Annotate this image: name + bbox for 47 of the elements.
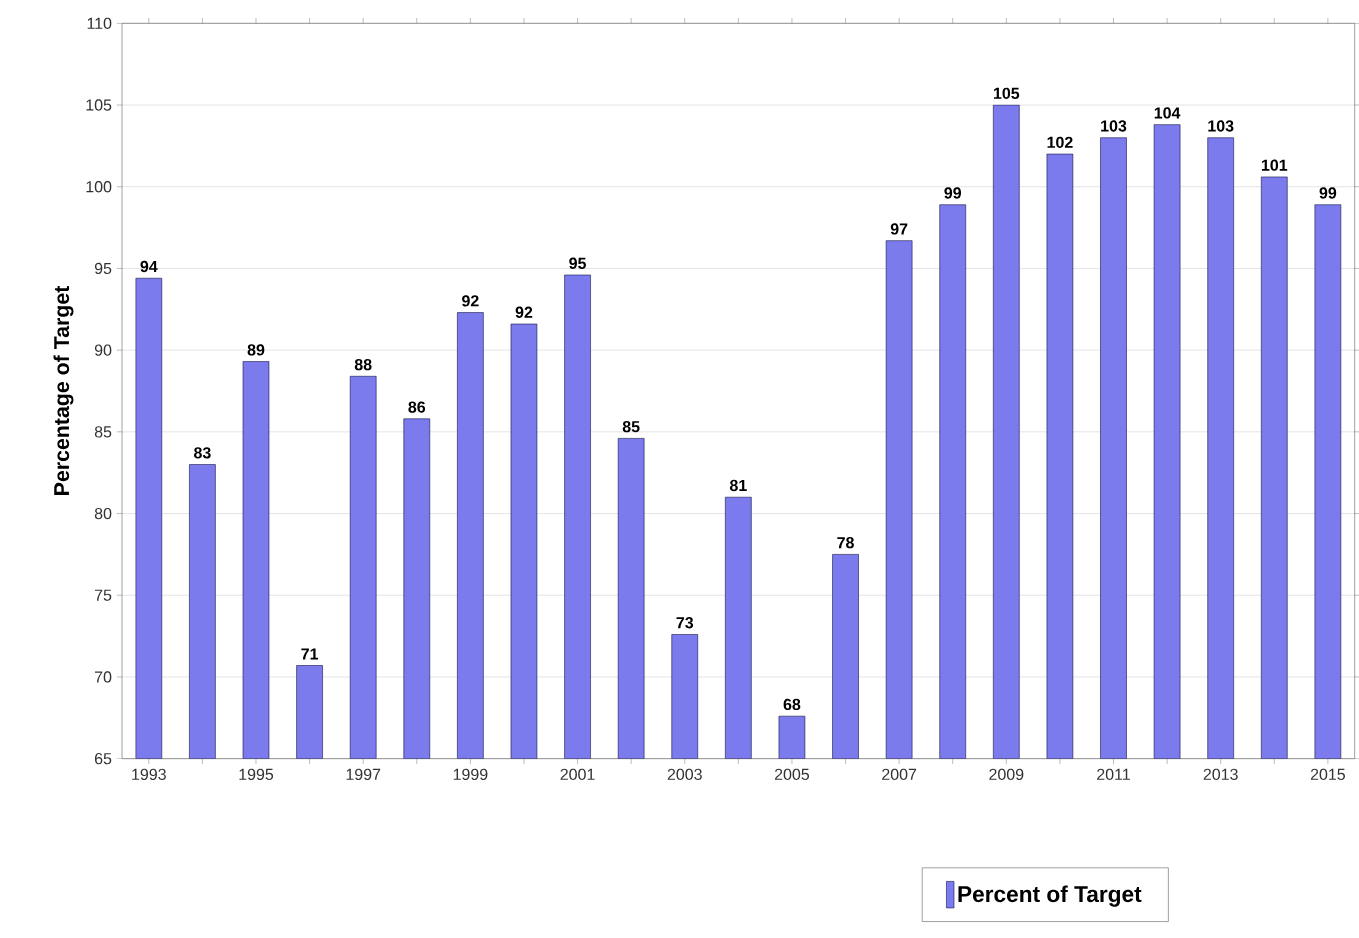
data-label: 68 — [783, 698, 801, 711]
y-tick-label: 85 — [94, 426, 112, 438]
data-label: 71 — [301, 648, 319, 660]
data-label: 94 — [140, 260, 158, 273]
y-tick-label: 95 — [94, 262, 112, 275]
data-label: 105 — [993, 87, 1020, 99]
data-label: 85 — [622, 421, 640, 433]
x-tick-label: 2003 — [667, 768, 702, 781]
y-tick-label: 90 — [94, 344, 112, 356]
x-tick-label: 2005 — [774, 768, 810, 781]
y-tick-label: 65 — [94, 752, 112, 765]
y-tick-label: 75 — [94, 589, 112, 601]
data-label: 81 — [729, 479, 747, 492]
y-tick-label: 80 — [94, 507, 112, 520]
legend-label: Percent of Target — [958, 885, 1142, 907]
data-label: 99 — [944, 187, 962, 199]
x-tick-label: 1995 — [239, 768, 274, 781]
data-label: 101 — [1261, 159, 1288, 171]
x-tick-label: 2001 — [560, 768, 595, 781]
data-label: 102 — [1047, 136, 1073, 148]
data-label: 97 — [890, 223, 908, 235]
data-label: 73 — [676, 617, 694, 629]
x-tick-label: 1999 — [453, 768, 488, 781]
y-tick-label: 105 — [86, 99, 112, 111]
x-tick-label: 2013 — [1203, 768, 1238, 781]
x-tick-label: 2007 — [882, 768, 917, 781]
data-label: 78 — [837, 537, 854, 549]
data-label: 92 — [462, 295, 479, 307]
data-label: 104 — [1154, 107, 1181, 119]
data-label: 103 — [1101, 120, 1127, 132]
x-tick-label: 2009 — [989, 768, 1024, 781]
data-label: 103 — [1208, 120, 1234, 132]
x-tick-label: 2015 — [1310, 768, 1345, 781]
data-label: 99 — [1319, 187, 1337, 199]
data-label: 92 — [515, 306, 533, 318]
y-tick-label: 100 — [86, 181, 112, 193]
data-label: 88 — [354, 358, 372, 371]
data-label: 95 — [569, 257, 586, 269]
x-tick-label: 1993 — [132, 768, 166, 781]
y-axis-title: Percentage of Target — [53, 285, 74, 495]
data-label: 89 — [247, 344, 265, 356]
data-label: 86 — [408, 401, 426, 413]
x-tick-label: 1997 — [346, 768, 381, 781]
x-tick-label: 2011 — [1097, 768, 1130, 781]
y-tick-label: 110 — [87, 17, 112, 29]
y-tick-label: 70 — [94, 671, 112, 683]
data-label: 83 — [194, 447, 211, 459]
